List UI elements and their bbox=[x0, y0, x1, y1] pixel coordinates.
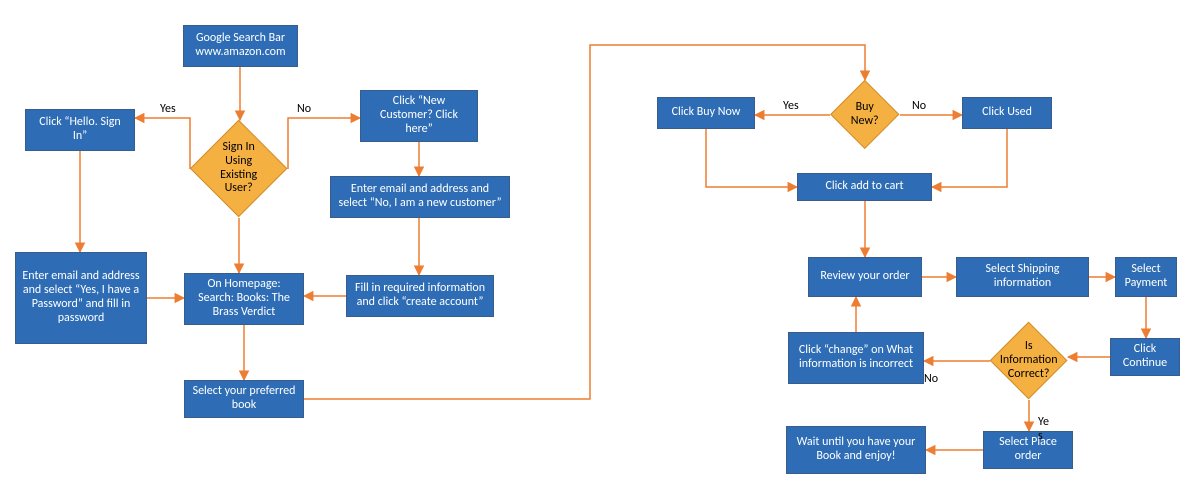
node-create: Fill in required information and click “… bbox=[346, 275, 494, 317]
edge-label-yes3: Ye s bbox=[1038, 415, 1049, 443]
node-homepage: On Homepage: Search: Books: The Brass Ve… bbox=[184, 273, 304, 325]
node-yes_pwd: Enter email and address and select “Yes,… bbox=[15, 252, 147, 344]
flowchart-edges bbox=[0, 0, 1189, 502]
node-no_new: Enter email and address and select “No, … bbox=[330, 176, 510, 218]
edge-label-no2: No bbox=[912, 99, 926, 113]
node-continue: Click Continue bbox=[1110, 338, 1180, 376]
node-buynow: Click Buy Now bbox=[657, 97, 755, 129]
node-select: Select your preferred book bbox=[184, 380, 304, 418]
edge bbox=[706, 129, 797, 187]
node-pay: Select Payment bbox=[1115, 257, 1177, 297]
edge-label-no1: No bbox=[297, 102, 311, 116]
edge bbox=[288, 118, 360, 169]
edge bbox=[135, 118, 190, 169]
node-review: Review your order bbox=[808, 257, 922, 297]
node-google: Google Search Bar www.amazon.com bbox=[183, 25, 298, 67]
edge-label-yes2: Yes bbox=[783, 99, 799, 113]
node-addcart: Click add to cart bbox=[797, 173, 932, 201]
node-ship: Select Shipping information bbox=[956, 257, 1089, 297]
node-newcust: Click “New Customer? Click here” bbox=[360, 90, 478, 142]
edge-label-yes1: Yes bbox=[160, 102, 176, 116]
node-used: Click Used bbox=[962, 97, 1052, 129]
edge-label-no3: No bbox=[924, 372, 938, 386]
node-change: Click “change” on What information is in… bbox=[788, 332, 924, 384]
node-label: Sign In Using Existing User? bbox=[211, 141, 266, 196]
edge bbox=[932, 129, 1007, 187]
node-place: Select Place order bbox=[983, 431, 1073, 469]
node-hello: Click “Hello. Sign In” bbox=[25, 109, 135, 151]
node-label: Buy New? bbox=[847, 101, 882, 129]
node-wait: Wait until you have your Book and enjoy! bbox=[786, 426, 926, 474]
node-label: Is Information Correct? bbox=[1000, 340, 1058, 381]
